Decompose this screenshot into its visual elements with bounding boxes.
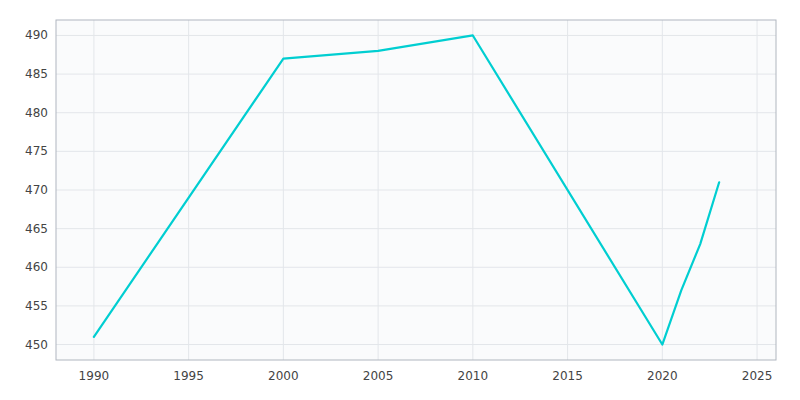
x-tick-label: 2010 [458,369,489,383]
y-tick-label: 455 [25,299,48,313]
tick-labels: 1990 1995 2000 2005 2010 2015 2020 2025 450 455 46… [25,28,772,383]
x-tick-label: 2025 [742,369,773,383]
y-grid-line [56,151,776,152]
y-grid-line [56,344,776,345]
y-grid-line [56,228,776,229]
y-grid-line [56,74,776,75]
x-tick-label: 1995 [173,369,204,383]
plot-frame [56,20,776,360]
y-grid-line [56,305,776,306]
plot-background [56,20,776,360]
x-tick-label: 2020 [647,369,678,383]
y-tick-label: 465 [25,222,48,236]
y-grid-line [56,190,776,191]
chart-container: 1990 1995 2000 2005 2010 2015 2020 2025 450 455 46… [0,0,800,400]
y-tick-label: 450 [25,338,48,352]
y-tick-label: 485 [25,67,48,81]
x-tick-label: 2000 [268,369,299,383]
x-tick-label: 1990 [79,369,110,383]
y-tick-label: 470 [25,183,48,197]
data-line [94,35,719,344]
data-layer [94,35,719,344]
x-tick-label: 2005 [363,369,394,383]
y-tick-label: 460 [25,260,48,274]
chart-svg: 1990 1995 2000 2005 2010 2015 2020 2025 450 455 46… [0,0,800,400]
x-tick-label: 2015 [552,369,583,383]
y-grid-line [56,267,776,268]
y-grid-line [56,112,776,113]
grid [56,20,776,360]
y-grid-line [56,35,776,36]
y-tick-label: 475 [25,144,48,158]
y-tick-label: 480 [25,106,48,120]
y-tick-label: 490 [25,28,48,42]
